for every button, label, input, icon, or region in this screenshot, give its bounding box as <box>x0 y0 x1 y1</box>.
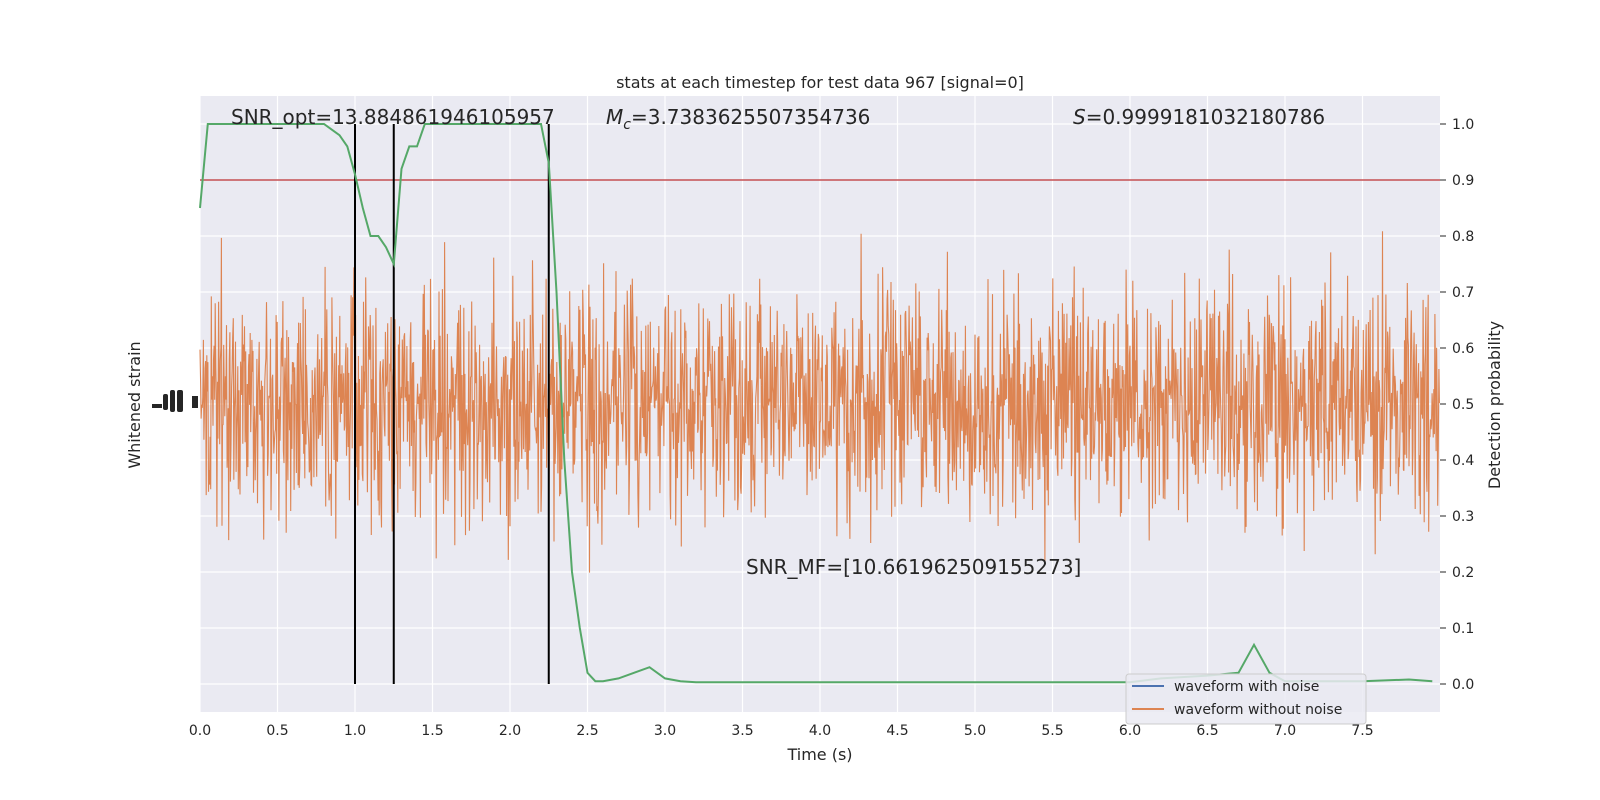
y-tick-label: 0.3 <box>1452 509 1474 525</box>
x-tick-label: 1.0 <box>344 723 366 739</box>
y-tick-label: 0.4 <box>1452 453 1474 469</box>
x-axis-label: Time (s) <box>786 745 852 764</box>
legend-box <box>1125 673 1367 725</box>
x-tick-label: 4.5 <box>886 723 908 739</box>
snr-opt-annotation: SNR_opt=13.884861946105957 <box>231 105 555 129</box>
x-tick-label: 7.5 <box>1351 723 1373 739</box>
x-tick-label: 6.5 <box>1196 723 1218 739</box>
chirp-mass-annotation: Mc=3.7383625507354736 <box>606 105 870 133</box>
chart-title: stats at each timestep for test data 967… <box>616 73 1024 92</box>
x-tick-label: 0.5 <box>266 723 288 739</box>
x-tick-label: 1.5 <box>421 723 443 739</box>
s-value: =0.9999181032180786 <box>1086 105 1325 129</box>
chirp-mass-value: =3.7383625507354736 <box>631 105 870 129</box>
x-tick-label: 7.0 <box>1274 723 1296 739</box>
x-tick-label: 3.5 <box>731 723 753 739</box>
chirp-mass-subscript: c <box>623 117 631 133</box>
x-tick-label: 5.0 <box>964 723 986 739</box>
y-tick-label: 0.7 <box>1452 285 1474 301</box>
y-tick-label: 0.8 <box>1452 229 1474 245</box>
y-tick-label: 0.1 <box>1452 621 1474 637</box>
legend-label-with-noise: waveform with noise <box>1174 679 1319 695</box>
y-right-axis-ticks: 0.0 0.1 0.2 0.3 0.4 0.5 0.6 0.7 0.8 0.9 1.0 <box>1440 117 1474 693</box>
snr-mf-annotation: SNR_MF=[10.661962509155273] <box>746 555 1081 579</box>
x-tick-label: 0.0 <box>189 723 211 739</box>
x-tick-label: 3.0 <box>654 723 676 739</box>
y-tick-label: 1.0 <box>1452 117 1474 133</box>
y-tick-label: 0.9 <box>1452 173 1474 189</box>
y-axis-label-left: Whitened strain <box>125 341 144 468</box>
x-axis-ticks: 0.0 0.5 1.0 1.5 2.0 2.5 3.0 3.5 4.0 4.5 5.0 5.5 6.0 6… <box>189 723 1374 739</box>
y-axis-label-right: Detection probability <box>1485 321 1504 489</box>
x-tick-label: 5.5 <box>1041 723 1063 739</box>
x-tick-label: 4.0 <box>809 723 831 739</box>
legend: waveform with noise waveform without noi… <box>1125 673 1367 725</box>
s-symbol: S <box>1073 105 1086 129</box>
chirp-mass-symbol: M <box>606 105 623 129</box>
s-annotation: S=0.9999181032180786 <box>1073 105 1325 129</box>
time-markers <box>354 124 550 684</box>
waveform-without-noise-trace <box>199 231 1440 573</box>
y-tick-label: 0.2 <box>1452 565 1474 581</box>
x-tick-label: 2.0 <box>499 723 521 739</box>
x-tick-label: 6.0 <box>1119 723 1141 739</box>
y-tick-label: 0.0 <box>1452 677 1474 693</box>
left-axis-squiggle <box>152 390 198 412</box>
legend-label-without-noise: waveform without noise <box>1174 702 1342 718</box>
x-tick-label: 2.5 <box>576 723 598 739</box>
y-tick-label: 0.6 <box>1452 341 1474 357</box>
waveform-without-noise <box>199 231 1440 573</box>
y-tick-label: 0.5 <box>1452 397 1474 413</box>
